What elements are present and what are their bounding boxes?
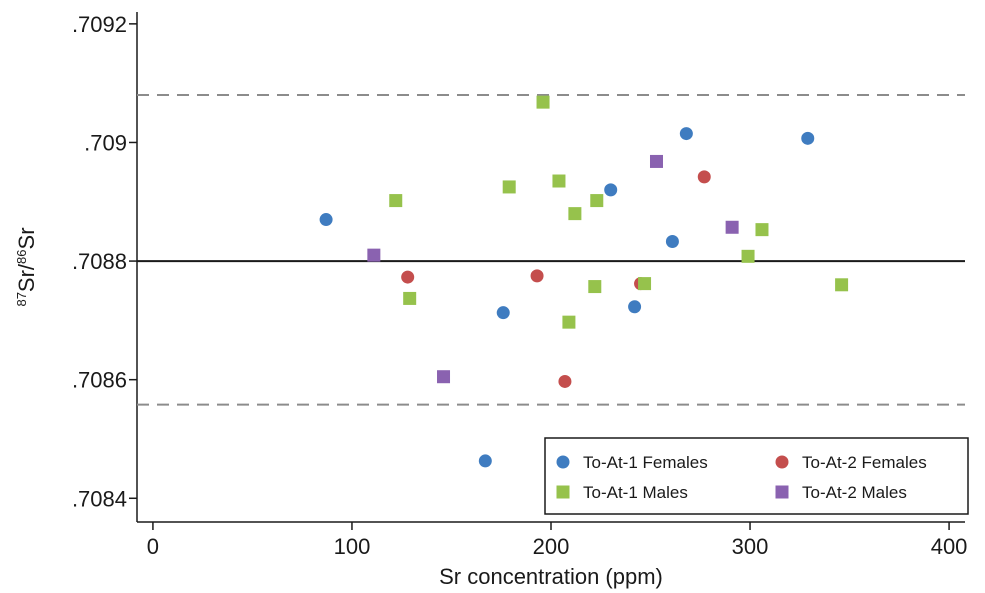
x-tick-label: 0	[147, 534, 159, 559]
point-to-at-2-males	[437, 370, 451, 384]
y-tick-label: .709	[84, 130, 127, 155]
y-tick-label: .7092	[72, 12, 127, 37]
legend-label-to-at-1-males: To-At-1 Males	[583, 483, 688, 502]
point-to-at-1-males	[638, 277, 652, 291]
point-to-at-1-males	[741, 249, 755, 263]
y-tick-label: .7084	[72, 486, 127, 511]
point-to-at-2-females	[558, 374, 572, 388]
y-axis-title-sr2: Sr	[14, 227, 39, 249]
point-to-at-1-males	[755, 223, 769, 237]
y-axis-title-sup1: 87	[14, 292, 29, 306]
point-to-at-1-females	[665, 235, 679, 248]
legend-label-to-at-2-females: To-At-2 Females	[802, 453, 927, 472]
point-to-at-1-males	[835, 278, 849, 292]
point-to-at-1-males	[552, 174, 566, 188]
legend: To-At-1 Females To-At-2 Females To-At-1 Ma…	[544, 437, 969, 515]
legend-label-to-at-2-males: To-At-2 Males	[802, 483, 907, 502]
point-to-at-1-males	[588, 280, 602, 294]
y-tick-label: .7086	[72, 368, 127, 393]
point-to-at-2-males	[649, 154, 663, 168]
y-axis-title: 87Sr/86Sr	[14, 227, 39, 306]
point-to-at-1-females	[801, 131, 815, 145]
legend-items: To-At-1 Females To-At-2 Females To-At-1 Ma…	[556, 453, 927, 502]
y-axis-ticks: .7084 .7086 .7088 .709 .7092	[72, 12, 137, 511]
x-tick-label: 300	[732, 534, 769, 559]
x-tick-label: 200	[533, 534, 570, 559]
y-tick-label: .7088	[72, 249, 127, 274]
point-to-at-1-males	[403, 291, 417, 305]
point-to-at-1-males	[590, 194, 604, 208]
legend-marker-to-at-1-males	[556, 485, 570, 499]
x-axis-title: Sr concentration (ppm)	[439, 564, 663, 589]
point-to-at-2-females	[697, 170, 711, 184]
y-axis-title-sr1: Sr/	[14, 263, 39, 292]
point-to-at-1-males	[389, 194, 403, 208]
point-to-at-1-males	[568, 207, 582, 221]
x-tick-label: 100	[334, 534, 371, 559]
point-to-at-1-males	[502, 180, 516, 194]
point-to-at-1-females	[496, 306, 510, 320]
legend-label-to-at-1-females: To-At-1 Females	[583, 453, 708, 472]
point-to-at-1-females	[628, 300, 642, 314]
legend-marker-to-at-1-females	[556, 455, 570, 469]
y-axis-title-sup2: 86	[14, 249, 29, 263]
point-to-at-1-females	[604, 183, 618, 197]
point-to-at-1-males	[562, 315, 576, 329]
point-to-at-1-males	[536, 95, 550, 109]
point-to-at-2-females	[530, 269, 544, 283]
reference-lines	[137, 94, 965, 406]
point-to-at-2-males	[367, 248, 381, 262]
legend-marker-to-at-2-males	[775, 485, 789, 499]
data-points	[319, 95, 849, 468]
point-to-at-2-females	[401, 270, 415, 284]
point-to-at-2-males	[725, 220, 739, 234]
plot-area: .7084 .7086 .7088 .709 .7092 0 100 200 300 400	[72, 12, 967, 559]
x-tick-label: 400	[931, 534, 968, 559]
point-to-at-1-females	[478, 454, 492, 468]
x-axis-ticks: 0 100 200 300 400	[147, 522, 968, 559]
legend-marker-to-at-2-females	[775, 455, 789, 469]
point-to-at-1-females	[679, 127, 693, 141]
legend-box	[544, 437, 969, 515]
point-to-at-1-females	[319, 213, 333, 227]
